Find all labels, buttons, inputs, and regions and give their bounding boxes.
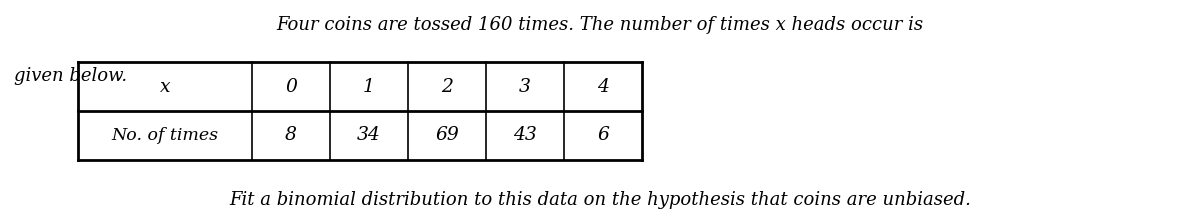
Text: No. of times: No. of times — [112, 127, 218, 144]
Text: Four coins are tossed 160 times. The number of times x heads occur is: Four coins are tossed 160 times. The num… — [276, 16, 924, 34]
Text: Fit a binomial distribution to this data on the hypothesis that coins are unbias: Fit a binomial distribution to this data… — [229, 191, 971, 209]
Text: 69: 69 — [436, 126, 458, 145]
Text: 4: 4 — [598, 77, 608, 96]
Text: 6: 6 — [598, 126, 608, 145]
Text: 3: 3 — [520, 77, 530, 96]
Text: 0: 0 — [286, 77, 296, 96]
Text: 1: 1 — [364, 77, 374, 96]
Text: 8: 8 — [286, 126, 296, 145]
Text: given below.: given below. — [14, 67, 127, 85]
Text: x: x — [160, 77, 170, 96]
Text: 2: 2 — [442, 77, 452, 96]
Text: 34: 34 — [358, 126, 380, 145]
Text: 43: 43 — [514, 126, 536, 145]
